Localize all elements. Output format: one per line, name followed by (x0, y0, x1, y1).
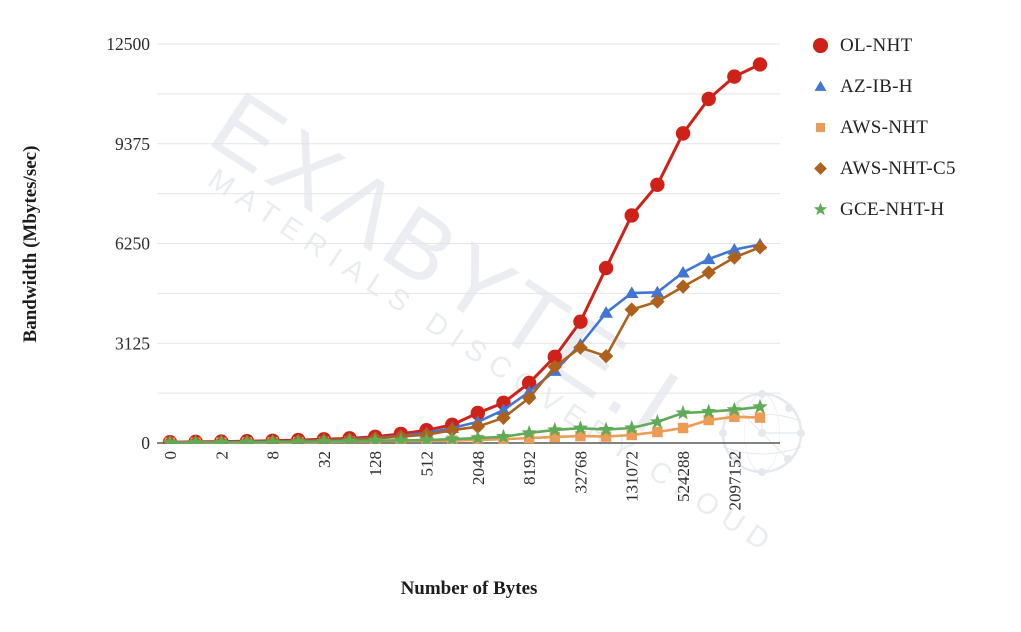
y-axis-title: Bandwidth (Mbytes/sec) (20, 145, 41, 343)
x-tick-label: 2048 (469, 451, 488, 485)
x-tick-label: 2 (212, 451, 231, 460)
series-line (169, 246, 761, 444)
legend-label: OL-NHT (840, 34, 913, 56)
series-layer (162, 57, 768, 444)
x-tick-label: 8192 (520, 451, 539, 485)
legend-item-gce-nht-h: GCE-NHT-H (812, 189, 956, 230)
y-tick-labels: 0 3125 6250 9375 12500 (106, 34, 150, 453)
triangle-marker-icon (814, 80, 827, 91)
x-tick-label: 512 (418, 451, 437, 477)
series-ol-nht (162, 57, 768, 444)
series-gce-nht-h (162, 398, 768, 444)
y-tick-label: 6250 (115, 234, 150, 254)
x-tick-label: 524288 (674, 451, 693, 502)
legend-label: GCE-NHT-H (840, 198, 945, 220)
star-marker-icon (813, 202, 828, 216)
legend: OL-NHT AZ-IB-H AWS-NHT AWS-NHT-C5 GCE-NH… (812, 25, 956, 230)
y-tick-label: 12500 (106, 34, 150, 54)
circle-marker-icon (812, 37, 829, 54)
x-tick-label: 8 (264, 451, 283, 460)
x-tick-label: 128 (366, 451, 385, 477)
legend-item-aws-nht-c5: AWS-NHT-C5 (812, 148, 956, 189)
x-tick-label: 32 (315, 451, 334, 468)
series-line (169, 63, 761, 444)
square-marker-icon (815, 122, 826, 133)
x-tick-label: 2097152 (725, 451, 744, 511)
y-tick-label: 3125 (115, 333, 150, 353)
x-tick-labels: 0 2 8 32 128 512 2048 8192 32768 131072 524288 2097… (161, 451, 744, 511)
legend-label: AWS-NHT (840, 116, 929, 138)
x-axis-title: Number of Bytes (400, 578, 538, 599)
x-tick-label: 131072 (623, 451, 642, 502)
legend-item-ol-nht: OL-NHT (812, 25, 956, 66)
legend-item-az-ib-h: AZ-IB-H (812, 66, 956, 107)
diamond-marker-icon (814, 162, 827, 175)
y-tick-label: 0 (141, 433, 150, 453)
y-tick-label: 9375 (115, 134, 150, 154)
legend-label: AZ-IB-H (840, 75, 913, 97)
legend-label: AWS-NHT-C5 (840, 157, 956, 179)
legend-item-aws-nht: AWS-NHT (812, 107, 956, 148)
gridlines (157, 43, 780, 444)
x-tick-label: 0 (161, 451, 180, 460)
x-tick-label: 32768 (571, 451, 590, 494)
